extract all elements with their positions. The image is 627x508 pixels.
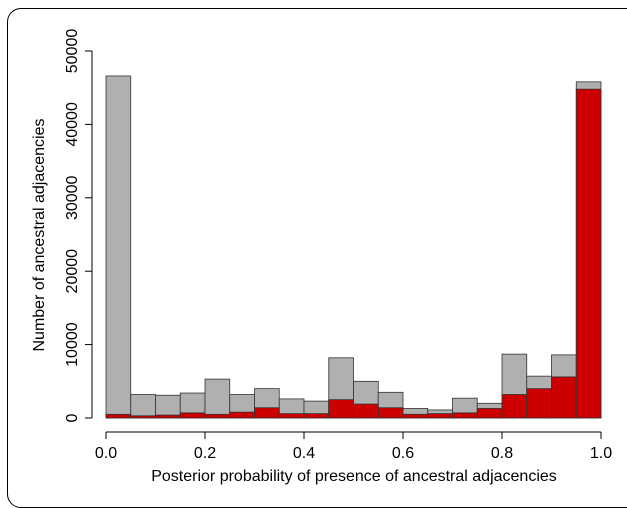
bar-highlight-8 (303, 413, 330, 419)
bar-highlight-11 (377, 407, 404, 419)
y-tick-label-3: 30000 (64, 175, 81, 220)
bar-highlight-0 (105, 413, 132, 419)
bar-highlight-12 (402, 413, 429, 419)
histogram-chart: 0.0 0.2 0.4 0.6 0.8 1.0 0 10000 20000 30000 40000 5… (31, 29, 612, 485)
bar-total-4 (204, 378, 231, 419)
bar-highlight-3 (179, 412, 206, 419)
x-tick-label-4: 0.8 (491, 445, 513, 462)
bar-highlight-6 (254, 407, 280, 419)
bar-highlight-18 (551, 376, 577, 419)
x-tick-label-3: 0.6 (392, 445, 414, 462)
x-axis-label: Posterior probability of presence of anc… (151, 468, 557, 485)
axes-layer: 0.0 0.2 0.4 0.6 0.8 1.0 0 10000 20000 30000 40000 5… (64, 29, 612, 462)
y-tick-label-1: 10000 (64, 322, 81, 367)
bar-total-0 (105, 75, 132, 419)
bar-highlight-5 (229, 411, 255, 419)
bar-highlight-7 (278, 413, 305, 419)
bars-layer (105, 75, 602, 419)
bar-highlight-10 (353, 403, 379, 419)
bar-highlight-1 (130, 415, 156, 419)
bar-highlight-2 (155, 414, 181, 419)
x-tick-label-0: 0.0 (95, 445, 117, 462)
bar-highlight-17 (526, 388, 552, 419)
bar-highlight-13 (427, 413, 453, 419)
bar-highlight-4 (204, 413, 231, 419)
y-tick-label-2: 20000 (64, 249, 81, 294)
bar-highlight-19 (575, 88, 602, 419)
bar-total-1 (130, 394, 156, 419)
bar-total-2 (155, 394, 181, 419)
bar-highlight-9 (328, 399, 354, 419)
y-tick-label-0: 0 (64, 413, 81, 422)
x-tick-label-2: 0.4 (293, 445, 315, 462)
bar-highlight-15 (476, 408, 503, 419)
y-tick-label-5: 50000 (64, 29, 81, 74)
x-tick-label-5: 1.0 (590, 445, 612, 462)
bar-highlight-14 (452, 412, 478, 419)
x-tick-label-1: 0.2 (194, 445, 216, 462)
y-axis-label: Number of ancestral adjacencies (31, 118, 48, 351)
bar-highlight-16 (501, 394, 528, 419)
y-tick-label-4: 40000 (64, 102, 81, 147)
